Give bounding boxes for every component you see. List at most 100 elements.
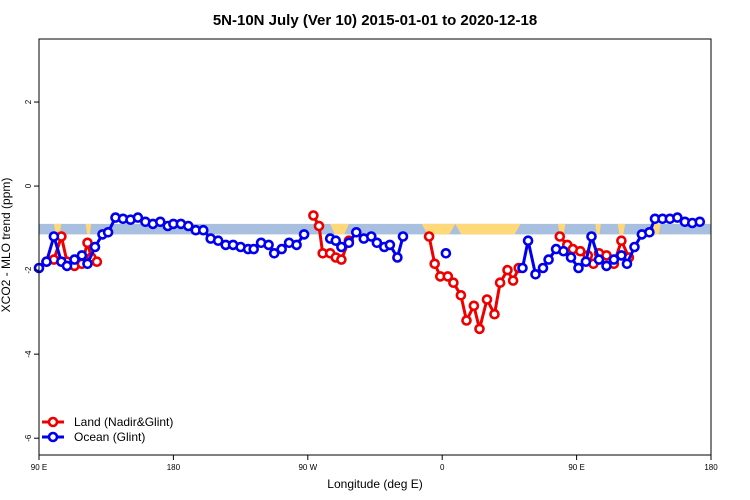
data-point (183, 220, 194, 232)
data-point (397, 231, 409, 242)
data-point (440, 248, 452, 259)
data-point (89, 241, 101, 253)
data-point (82, 237, 93, 249)
data-point (132, 212, 144, 223)
data-point (350, 227, 362, 238)
data-point (502, 264, 513, 276)
legend: Land (Nadir&Glint) Ocean (Glint) (42, 415, 173, 444)
x-tick-label: 180 (167, 463, 181, 472)
data-point (91, 256, 103, 268)
data-point (82, 258, 93, 270)
data-point (593, 254, 605, 265)
series-layer (33, 210, 706, 335)
data-point (507, 275, 519, 286)
data-point (76, 250, 88, 261)
data-point (672, 212, 683, 223)
data-point (313, 220, 325, 232)
x-tick-label: 90 E (568, 463, 584, 472)
data-point (530, 268, 541, 280)
data-point (580, 256, 592, 268)
data-point (629, 241, 640, 253)
data-point (336, 254, 347, 265)
data-point (621, 258, 633, 270)
data-point (474, 323, 485, 335)
data-point (565, 252, 577, 263)
x-tick-label: 0 (440, 463, 445, 472)
y-axis-label: XCO2 - MLO trend (ppm) (0, 178, 13, 313)
y-tick-label: 0 (24, 183, 33, 188)
data-point (423, 231, 435, 242)
legend-land-label: Land (Nadir&Glint) (74, 415, 173, 429)
data-point (102, 227, 114, 238)
data-point (392, 252, 403, 263)
data-point (198, 224, 209, 236)
land-mask-4 (455, 223, 521, 235)
plot-frame (38, 38, 712, 456)
axes: 90 E 180 90 W 0 90 E 180 2 0 -2 -4 -6 (24, 38, 718, 472)
data-point (298, 229, 310, 240)
data-point (69, 254, 80, 265)
chart-title: 5N-10N July (Ver 10) 2015-01-01 to 2020-… (213, 12, 537, 29)
data-point (276, 243, 288, 255)
land-mask-2 (330, 223, 349, 235)
data-point (365, 231, 377, 242)
data-point (522, 235, 534, 246)
data-point (558, 245, 569, 257)
data-point (336, 241, 347, 253)
data-point (61, 260, 73, 272)
data-point (644, 227, 655, 238)
data-point (537, 262, 549, 274)
data-point (429, 258, 441, 270)
data-point (308, 210, 319, 221)
land-mask-6 (595, 223, 601, 235)
data-point (371, 237, 383, 249)
land-mask-7 (617, 223, 626, 235)
data-point (263, 239, 274, 251)
data-point (384, 239, 396, 251)
data-point (468, 300, 480, 312)
reference-band-rect (39, 223, 711, 235)
x-tick-label: 90 W (298, 463, 317, 472)
x-tick-label: 180 (704, 463, 718, 472)
data-point (481, 294, 493, 305)
legend-ocean-label: Ocean (Glint) (74, 430, 145, 444)
data-point (586, 231, 597, 242)
data-point (616, 250, 627, 261)
data-point (448, 277, 459, 289)
data-point (455, 289, 467, 301)
land-mask-1 (85, 223, 92, 235)
data-point (517, 262, 528, 274)
data-point (543, 254, 554, 265)
data-point (574, 245, 586, 257)
legend-land-marker (47, 416, 59, 428)
data-point (616, 235, 627, 246)
data-point (212, 235, 224, 246)
data-point (608, 254, 620, 265)
x-axis-label: Longitude (deg E) (327, 477, 422, 491)
data-point (248, 243, 259, 255)
data-point (694, 216, 706, 228)
y-tick-label: 2 (24, 99, 33, 104)
data-point (461, 315, 472, 326)
land-mask-8 (653, 223, 661, 235)
y-tick-label: -2 (24, 266, 33, 274)
reference-band (39, 223, 711, 235)
data-point (343, 237, 355, 249)
land-mask-layer (53, 223, 661, 235)
data-point (489, 308, 500, 320)
data-point (573, 262, 584, 274)
series-ocean (33, 212, 706, 280)
x-tick-label: 90 E (31, 463, 47, 472)
data-point (601, 250, 612, 261)
data-point (554, 231, 566, 242)
legend-ocean-marker (47, 431, 59, 443)
data-point (601, 260, 612, 272)
data-point (442, 271, 454, 282)
data-point (494, 277, 506, 289)
data-point (155, 216, 166, 228)
y-tick-label: -6 (24, 434, 33, 442)
data-point (291, 239, 302, 251)
y-tick-label: -4 (24, 350, 33, 358)
data-point (41, 256, 52, 268)
